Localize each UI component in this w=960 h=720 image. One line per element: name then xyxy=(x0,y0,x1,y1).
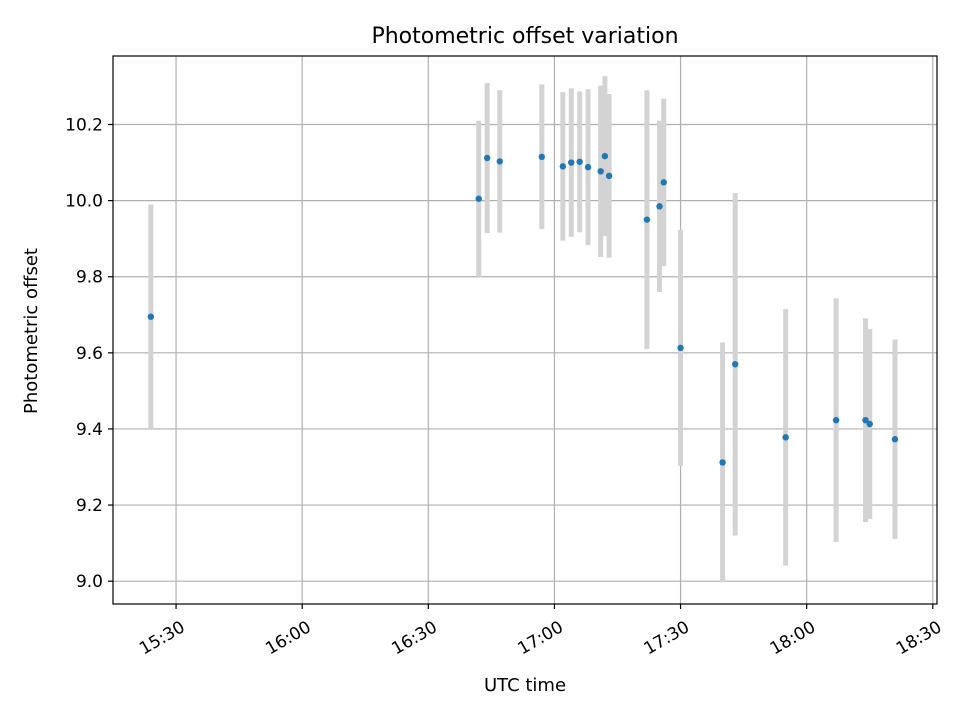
data-point xyxy=(568,159,575,166)
data-point xyxy=(832,416,840,424)
data-point xyxy=(496,158,503,165)
data-point xyxy=(782,434,789,441)
y-tick-label: 10.2 xyxy=(65,116,103,136)
data-point xyxy=(601,152,609,160)
data-point xyxy=(584,163,592,171)
y-tick-label: 9.2 xyxy=(76,496,103,516)
data-point xyxy=(538,153,546,161)
y-axis-label: Photometric offset xyxy=(21,248,42,414)
data-point xyxy=(475,195,482,202)
data-point xyxy=(656,203,663,210)
y-tick-label: 10.0 xyxy=(65,192,103,212)
data-point xyxy=(643,216,651,223)
data-point xyxy=(605,172,613,180)
chart-title: Photometric offset variation xyxy=(371,24,678,49)
plot-frame xyxy=(112,55,938,605)
data-point xyxy=(732,361,739,368)
x-axis-label: UTC time xyxy=(484,675,566,696)
y-tick-label: 9.0 xyxy=(76,572,103,592)
y-axis: 9.0 9.2 9.4 9.6 9.8 10.0 10.2 xyxy=(65,116,113,592)
data-point xyxy=(597,168,604,175)
data-point xyxy=(483,154,491,162)
data-point xyxy=(660,179,667,186)
y-tick-label: 9.6 xyxy=(76,344,103,364)
data-point xyxy=(891,436,899,443)
data-point xyxy=(147,313,155,320)
data-point xyxy=(677,344,684,352)
data-point xyxy=(559,163,567,170)
y-tick-label: 9.4 xyxy=(76,420,103,440)
point-layer xyxy=(147,152,899,466)
data-point xyxy=(862,416,869,424)
data-point xyxy=(719,459,726,466)
y-tick-label: 9.8 xyxy=(76,268,103,288)
data-point xyxy=(576,158,583,165)
data-point xyxy=(866,420,873,428)
